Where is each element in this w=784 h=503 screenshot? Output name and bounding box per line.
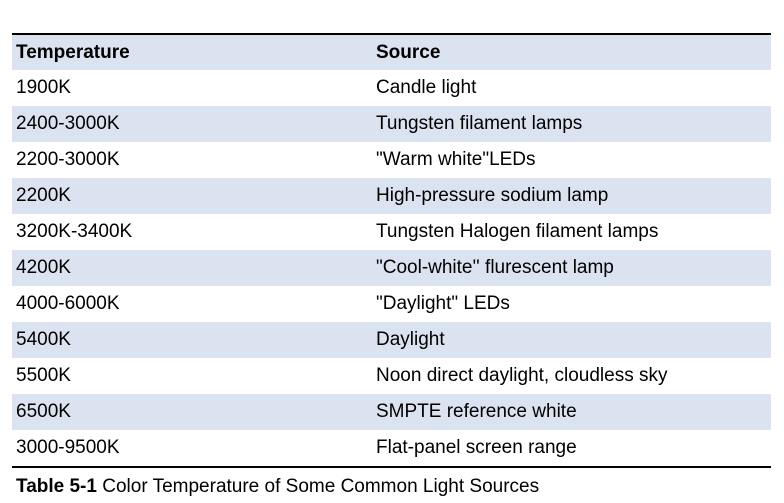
table-row: 2200-3000K "Warm white"LEDs [12, 142, 771, 178]
table-cell: 3000-9500K [16, 437, 120, 458]
table-row: 5500K Noon direct daylight, cloudless sky [12, 358, 771, 394]
table-cell: 2400-3000K [16, 113, 120, 134]
table-cell: Noon direct daylight, cloudless sky [376, 365, 668, 386]
table-row: 3000-9500K Flat-panel screen range [12, 430, 771, 467]
table-cell: 4000-6000K [16, 293, 120, 314]
table-row: 2200K High-pressure sodium lamp [12, 178, 771, 214]
table-row: 4000-6000K "Daylight" LEDs [12, 286, 771, 322]
caption: Table 5-1 Color Temperature of Some Comm… [16, 476, 539, 498]
table-cell: Candle light [376, 77, 477, 98]
table-cell: "Warm white"LEDs [376, 149, 536, 170]
table-cell: 3200K-3400K [16, 221, 133, 242]
table-cell: Flat-panel screen range [376, 437, 577, 458]
table-cell: 2200-3000K [16, 149, 120, 170]
header-row: Temperature Source [12, 34, 771, 70]
caption-text: Color Temperature of Some Common Light S… [102, 476, 540, 497]
table-cell: Tungsten Halogen filament lamps [376, 221, 659, 242]
table-row: 5400K Daylight [12, 322, 771, 358]
caption-label: Table 5-1 [16, 476, 97, 497]
header-cell: Source [376, 41, 441, 63]
table-cell: 4200K [16, 257, 71, 278]
table-cell: Daylight [376, 329, 445, 350]
table-cell: 5500K [16, 365, 71, 386]
table-cell: 2200K [16, 185, 71, 206]
table-cell: Tungsten filament lamps [376, 113, 583, 134]
table-cell: 5400K [16, 329, 71, 350]
table-wrap: Temperature Source 1900K Candle light 2400… [12, 33, 771, 468]
table-cell: SMPTE reference white [376, 401, 577, 422]
table-row: 6500K SMPTE reference white [12, 394, 771, 430]
table-body: 1900K Candle light 2400-3000K Tungsten fila… [12, 70, 771, 467]
table-row: 4200K "Cool-white'' flurescent lamp [12, 250, 771, 286]
table-row: 2400-3000K Tungsten filament lamps [12, 106, 771, 142]
table-cell: "Daylight" LEDs [376, 293, 510, 314]
table-row: 3200K-3400K Tungsten Halogen filament lam… [12, 214, 771, 250]
table-row: 1900K Candle light [12, 70, 771, 106]
table-cell: 6500K [16, 401, 71, 422]
header-cell: Temperature [16, 41, 130, 63]
table-cell: "Cool-white'' flurescent lamp [376, 257, 614, 278]
table: Temperature Source 1900K Candle light 2400… [12, 33, 771, 468]
table-cell: 1900K [16, 77, 71, 98]
table-cell: High-pressure sodium lamp [376, 185, 609, 206]
